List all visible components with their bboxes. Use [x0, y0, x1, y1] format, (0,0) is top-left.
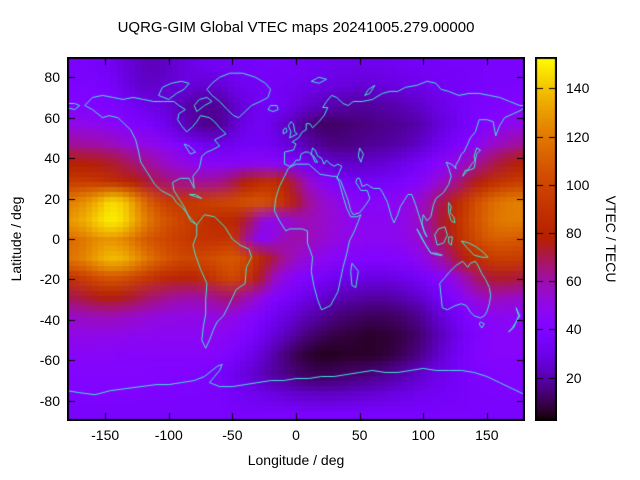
y-tick-label: 60 — [44, 109, 60, 126]
colorbar-tick-label: 20 — [566, 369, 582, 386]
x-tick-label: -50 — [222, 427, 243, 443]
colorbar-tick-label: 60 — [566, 273, 582, 290]
x-tick-label: -150 — [91, 427, 120, 443]
x-tick-label: -100 — [154, 427, 183, 443]
x-tick-label: 50 — [351, 427, 368, 443]
colorbar-gradient — [535, 57, 557, 421]
y-tick-label: -20 — [39, 271, 60, 288]
colorbar-tick-label: 120 — [566, 128, 590, 145]
colorbar-tick-label: 40 — [566, 321, 582, 338]
x-axis-label: Longitude / deg — [247, 452, 345, 468]
x-tick-label: 100 — [411, 427, 435, 443]
y-tick-label: 40 — [44, 150, 60, 167]
y-tick-label: -40 — [39, 311, 60, 328]
x-tick-label: 150 — [475, 427, 499, 443]
y-tick-label: 0 — [52, 231, 60, 247]
y-tick-label: 20 — [44, 190, 60, 207]
colorbar-tick-label: 100 — [566, 176, 590, 193]
colorbar-tick-label: 140 — [566, 80, 590, 97]
y-tick-label: -80 — [39, 392, 60, 409]
colorbar-tick-label: 80 — [566, 224, 582, 241]
chart-title: UQRG-GIM Global VTEC maps 20241005.279.0… — [117, 19, 475, 36]
vtec-heatmap-canvas — [67, 57, 525, 421]
x-tick-label: 0 — [292, 427, 300, 443]
y-tick-label: 80 — [44, 69, 60, 86]
y-tick-label: -60 — [39, 352, 60, 369]
